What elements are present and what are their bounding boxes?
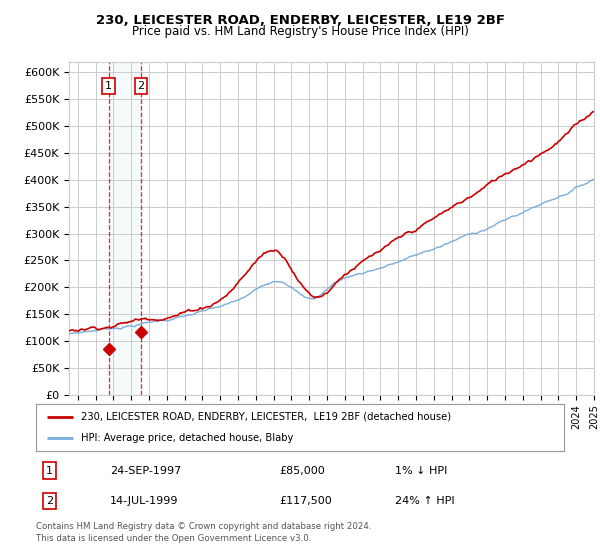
Text: 230, LEICESTER ROAD, ENDERBY, LEICESTER, LE19 2BF: 230, LEICESTER ROAD, ENDERBY, LEICESTER,… xyxy=(95,14,505,27)
Text: 24-SEP-1997: 24-SEP-1997 xyxy=(110,465,181,475)
Text: Contains HM Land Registry data © Crown copyright and database right 2024.
This d: Contains HM Land Registry data © Crown c… xyxy=(36,522,371,543)
Text: Price paid vs. HM Land Registry's House Price Index (HPI): Price paid vs. HM Land Registry's House … xyxy=(131,25,469,38)
Text: 1% ↓ HPI: 1% ↓ HPI xyxy=(395,465,448,475)
Text: 2: 2 xyxy=(137,81,145,91)
Text: 14-JUL-1999: 14-JUL-1999 xyxy=(110,496,178,506)
Text: 2: 2 xyxy=(46,496,53,506)
Text: £117,500: £117,500 xyxy=(279,496,332,506)
Text: 24% ↑ HPI: 24% ↑ HPI xyxy=(395,496,455,506)
Text: HPI: Average price, detached house, Blaby: HPI: Average price, detached house, Blab… xyxy=(81,433,293,444)
Text: £85,000: £85,000 xyxy=(279,465,325,475)
Bar xyxy=(109,62,141,395)
Text: 230, LEICESTER ROAD, ENDERBY, LEICESTER,  LE19 2BF (detached house): 230, LEICESTER ROAD, ENDERBY, LEICESTER,… xyxy=(81,412,451,422)
Text: 1: 1 xyxy=(46,465,53,475)
Text: 1: 1 xyxy=(105,81,112,91)
